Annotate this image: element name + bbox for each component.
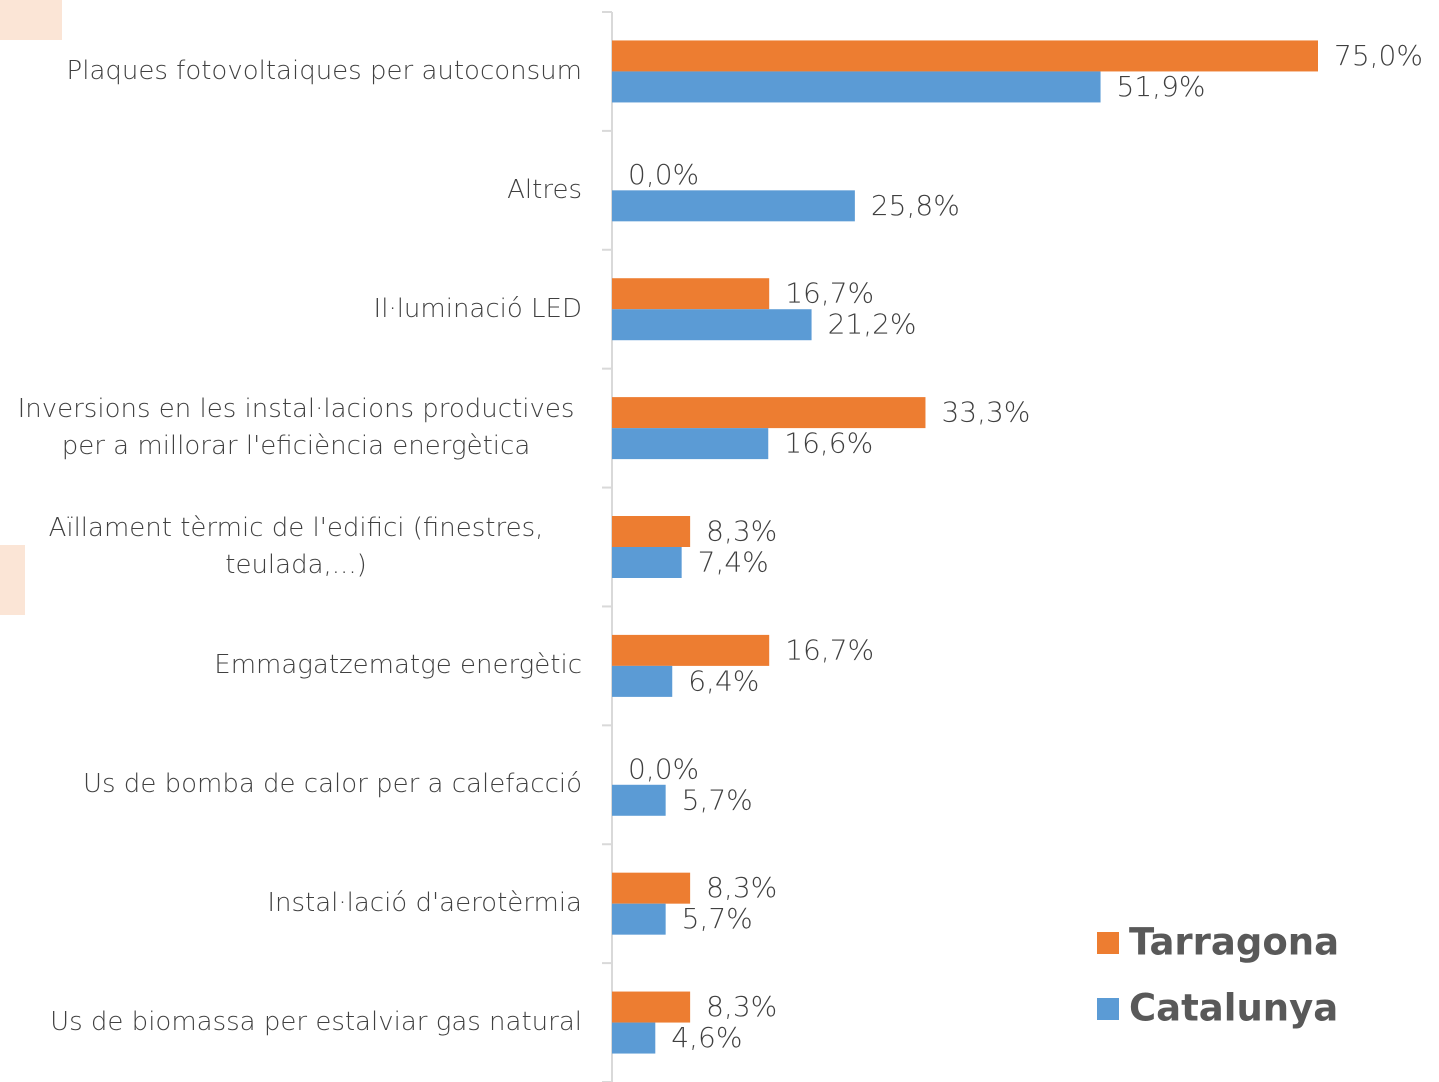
bar [612, 278, 770, 310]
bar [612, 547, 682, 578]
data-label: 51,9% [1117, 70, 1206, 103]
bar [612, 665, 673, 697]
decor [0, 545, 25, 615]
data-label: 75,0% [1334, 39, 1423, 72]
bar [612, 428, 769, 460]
category-label-box: Il·luminació LED [0, 250, 582, 369]
legend-swatch [1097, 932, 1119, 954]
data-label: 25,8% [871, 189, 960, 222]
category-label-box: Us de biomassa per estalviar gas natural [0, 963, 582, 1082]
y-tick-label: Plaques fotovoltaiques per autoconsum [66, 55, 582, 86]
bar [612, 40, 1318, 72]
category-label-box: Emmagatzematge energètic [0, 606, 582, 725]
bar [612, 991, 691, 1023]
bar [612, 872, 691, 904]
data-label: 8,3% [706, 990, 777, 1023]
category-label-box: Instal·lació d'aerotèrmia [0, 844, 582, 963]
data-label: 6,4% [688, 664, 759, 697]
data-label: 16,7% [785, 277, 874, 310]
decor [0, 0, 62, 40]
data-label: 16,6% [784, 427, 873, 460]
data-label: 7,4% [698, 546, 769, 579]
bar [612, 903, 666, 935]
category-label-box: Plaques fotovoltaiques per autoconsum [0, 12, 582, 131]
bar [612, 1022, 656, 1054]
data-label: 33,3% [941, 396, 1030, 429]
data-label: 5,7% [682, 902, 753, 935]
y-tick-label: Emmagatzematge energètic [214, 650, 582, 681]
bar [612, 784, 666, 816]
y-tick-label: Altres [507, 174, 582, 205]
bar [612, 190, 855, 222]
bar [612, 397, 926, 429]
bar [612, 634, 770, 666]
legend-label: Tarragona [1129, 921, 1339, 964]
y-tick-label: Us de biomassa per estalviar gas natural [50, 1007, 582, 1038]
bar [612, 71, 1101, 103]
category-label-box: Us de bomba de calor per a calefacció [0, 725, 582, 844]
legend-label: Catalunya [1129, 987, 1338, 1030]
y-tick-label: Aïllament tèrmic de l'edifici (finestres… [48, 512, 544, 580]
data-label: 8,3% [706, 515, 777, 548]
data-label: 8,3% [706, 871, 777, 904]
data-label: 0,0% [628, 158, 699, 191]
data-label: 0,0% [628, 752, 699, 785]
data-label: 4,6% [671, 1021, 742, 1054]
category-label-box: Altres [0, 131, 582, 250]
data-label: 16,7% [785, 633, 874, 666]
bar [612, 309, 812, 341]
category-label-box: Inversions en les instal·lacions product… [0, 369, 582, 488]
legend-swatch [1097, 998, 1119, 1020]
y-tick-label: Us de bomba de calor per a calefacció [82, 769, 582, 800]
bar [612, 516, 691, 547]
category-label-box: Aïllament tèrmic de l'edifici (finestres… [0, 488, 582, 607]
data-label: 5,7% [682, 783, 753, 816]
y-tick-label: Instal·lació d'aerotèrmia [267, 888, 582, 919]
y-tick-label: Il·luminació LED [373, 293, 582, 324]
y-tick-label: Inversions en les instal·lacions product… [17, 394, 575, 462]
data-label: 21,2% [828, 308, 917, 341]
